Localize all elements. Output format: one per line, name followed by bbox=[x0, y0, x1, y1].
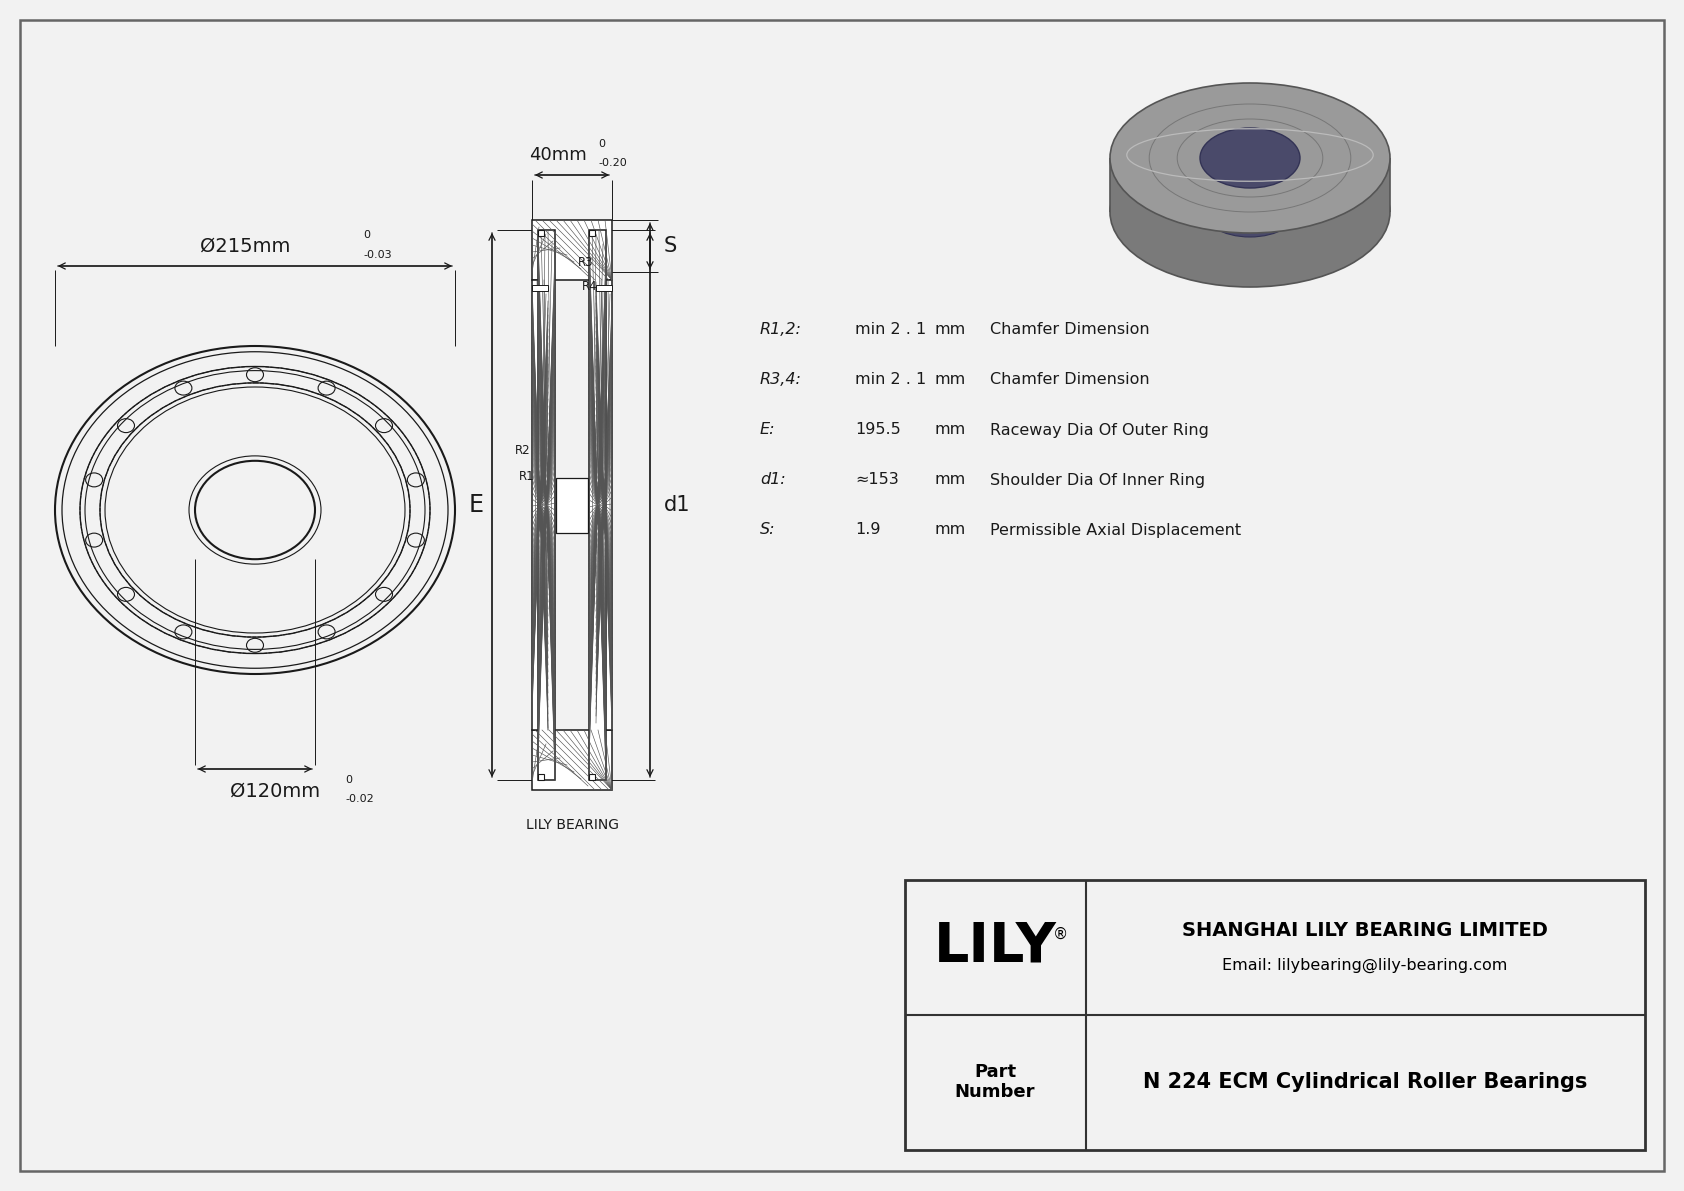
Text: -0.02: -0.02 bbox=[345, 794, 374, 804]
Text: R3: R3 bbox=[578, 256, 593, 268]
Text: Ø120mm: Ø120mm bbox=[231, 781, 320, 800]
Text: 0: 0 bbox=[345, 775, 352, 785]
Text: S:: S: bbox=[759, 523, 776, 537]
Ellipse shape bbox=[1110, 137, 1389, 287]
Text: d1:: d1: bbox=[759, 473, 786, 487]
Bar bbox=[532, 280, 547, 730]
Text: LILY BEARING: LILY BEARING bbox=[525, 818, 618, 833]
Text: SHANGHAI LILY BEARING LIMITED: SHANGHAI LILY BEARING LIMITED bbox=[1182, 922, 1548, 941]
Bar bbox=[904, 880, 1645, 1151]
Text: mm: mm bbox=[935, 473, 967, 487]
Polygon shape bbox=[1201, 158, 1300, 207]
Text: Chamfer Dimension: Chamfer Dimension bbox=[990, 373, 1150, 387]
Bar bbox=[556, 478, 588, 532]
Text: 0: 0 bbox=[598, 139, 605, 149]
Text: R3,4:: R3,4: bbox=[759, 373, 802, 387]
Bar bbox=[532, 285, 547, 291]
Text: 0: 0 bbox=[364, 230, 370, 241]
Text: mm: mm bbox=[935, 373, 967, 387]
Bar bbox=[537, 230, 544, 236]
Text: min 2 . 1: min 2 . 1 bbox=[855, 323, 926, 337]
Text: -0.20: -0.20 bbox=[598, 158, 626, 168]
Text: S: S bbox=[663, 236, 677, 256]
Text: 1.9: 1.9 bbox=[855, 523, 881, 537]
Text: E: E bbox=[468, 493, 483, 517]
Text: Email: lilybearing@lily-bearing.com: Email: lilybearing@lily-bearing.com bbox=[1223, 958, 1507, 973]
Text: mm: mm bbox=[935, 423, 967, 437]
Bar bbox=[537, 774, 544, 780]
Ellipse shape bbox=[1201, 127, 1300, 188]
Text: R1,2:: R1,2: bbox=[759, 323, 802, 337]
Text: Shoulder Dia Of Inner Ring: Shoulder Dia Of Inner Ring bbox=[990, 473, 1206, 487]
Text: Part
Number: Part Number bbox=[955, 1062, 1036, 1102]
Bar bbox=[589, 230, 594, 236]
Text: R4: R4 bbox=[583, 280, 598, 293]
Text: R1: R1 bbox=[519, 470, 536, 484]
Text: N 224 ECM Cylindrical Roller Bearings: N 224 ECM Cylindrical Roller Bearings bbox=[1143, 1072, 1588, 1092]
Text: 195.5: 195.5 bbox=[855, 423, 901, 437]
Text: LILY: LILY bbox=[933, 919, 1056, 974]
Text: min 2 . 1: min 2 . 1 bbox=[855, 373, 926, 387]
Bar bbox=[596, 285, 611, 291]
Text: Permissible Axial Displacement: Permissible Axial Displacement bbox=[990, 523, 1241, 537]
Bar bbox=[532, 220, 611, 280]
Text: Ø215mm: Ø215mm bbox=[200, 237, 290, 256]
Text: mm: mm bbox=[935, 323, 967, 337]
Polygon shape bbox=[1110, 158, 1389, 212]
Ellipse shape bbox=[1201, 177, 1300, 237]
Text: d1: d1 bbox=[663, 495, 690, 515]
Bar bbox=[596, 280, 611, 730]
Bar bbox=[532, 730, 611, 790]
Bar bbox=[589, 774, 594, 780]
Text: ®: ® bbox=[1052, 927, 1068, 942]
Bar bbox=[589, 230, 606, 780]
Text: ≈153: ≈153 bbox=[855, 473, 899, 487]
Text: Raceway Dia Of Outer Ring: Raceway Dia Of Outer Ring bbox=[990, 423, 1209, 437]
Text: mm: mm bbox=[935, 523, 967, 537]
Ellipse shape bbox=[1110, 83, 1389, 233]
Bar bbox=[537, 230, 556, 780]
Text: R2: R2 bbox=[514, 443, 530, 456]
Text: Chamfer Dimension: Chamfer Dimension bbox=[990, 323, 1150, 337]
Text: 40mm: 40mm bbox=[529, 146, 588, 164]
Text: E:: E: bbox=[759, 423, 776, 437]
Text: -0.03: -0.03 bbox=[364, 250, 392, 260]
